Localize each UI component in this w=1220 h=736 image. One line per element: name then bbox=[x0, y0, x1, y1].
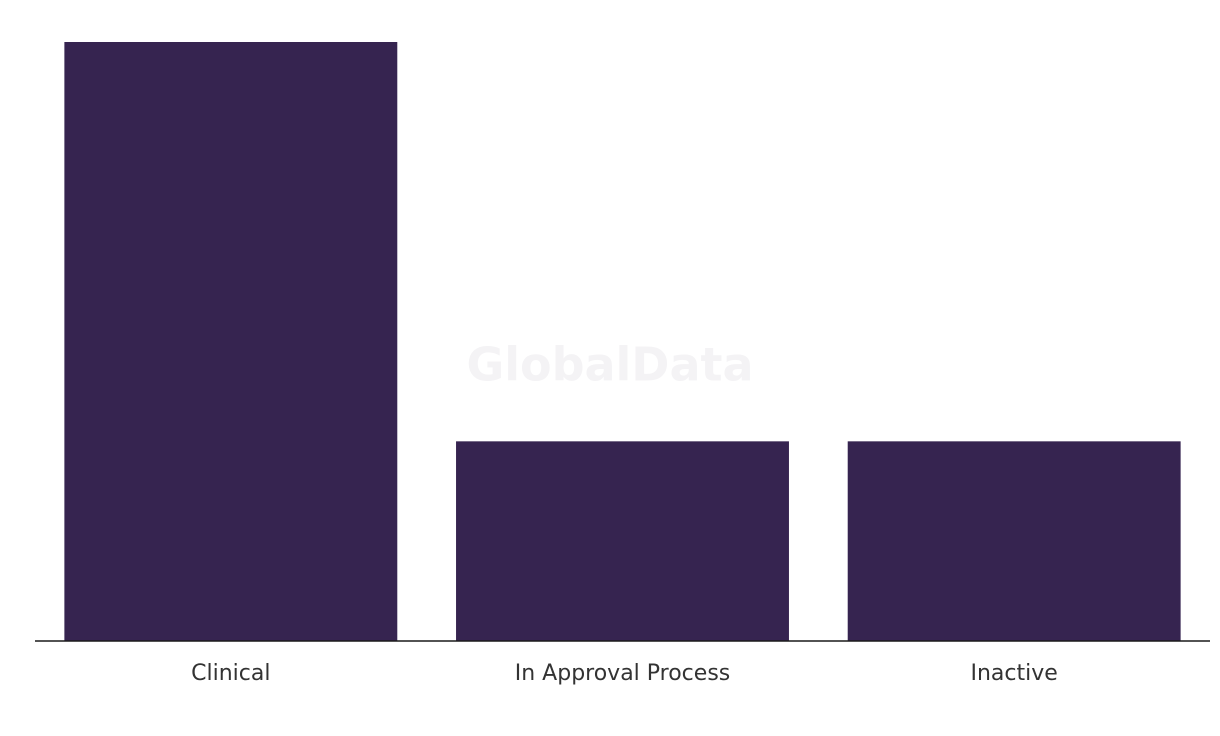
bar bbox=[847, 441, 1181, 641]
x-tick-label: Clinical bbox=[191, 661, 270, 686]
x-tick-label: In Approval Process bbox=[515, 661, 731, 686]
watermark: GlobalData bbox=[466, 338, 753, 392]
x-tick-label: Inactive bbox=[971, 661, 1058, 686]
bar bbox=[456, 441, 789, 641]
bar bbox=[64, 42, 398, 641]
